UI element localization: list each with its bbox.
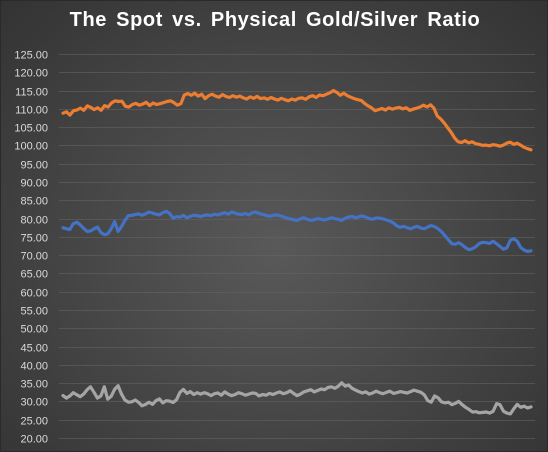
y-tick-label: 50.00 [20,324,48,336]
y-tick-label: 45.00 [20,343,48,355]
y-tick-label: 115.00 [15,87,48,99]
y-tick-label: 60.00 [20,288,48,300]
y-tick-label: 40.00 [20,361,48,373]
y-tick-label: 70.00 [20,251,48,263]
series-group [61,89,533,416]
y-tick-label: 80.00 [20,215,48,227]
y-tick-label: 65.00 [20,269,48,281]
y-tick-label: 20.00 [20,434,48,446]
y-tick-label: 105.00 [14,123,48,135]
y-tick-label: 100.00 [14,141,48,153]
series-line-1 [61,89,533,152]
y-tick-label: 95.00 [20,160,48,172]
gridlines [59,54,535,439]
series-line-2 [61,209,533,254]
y-tick-label: 25.00 [20,416,48,428]
y-tick-label: 75.00 [20,233,48,245]
y-tick-label: 125.00 [14,50,48,62]
chart-title: The Spot vs. Physical Gold/Silver Ratio [69,9,481,31]
series-line-3 [61,381,533,416]
y-tick-label: 55.00 [20,306,48,318]
y-tick-label: 120.00 [14,68,48,80]
y-axis: 20.00 25.00 30.00 35.00 40.00 45.00 50.00 55.00… [14,50,48,446]
y-tick-label: 30.00 [20,397,48,409]
y-tick-label: 90.00 [20,178,48,190]
y-tick-label: 110.00 [15,105,48,117]
y-tick-label: 35.00 [20,379,48,391]
y-tick-label: 85.00 [20,196,48,208]
